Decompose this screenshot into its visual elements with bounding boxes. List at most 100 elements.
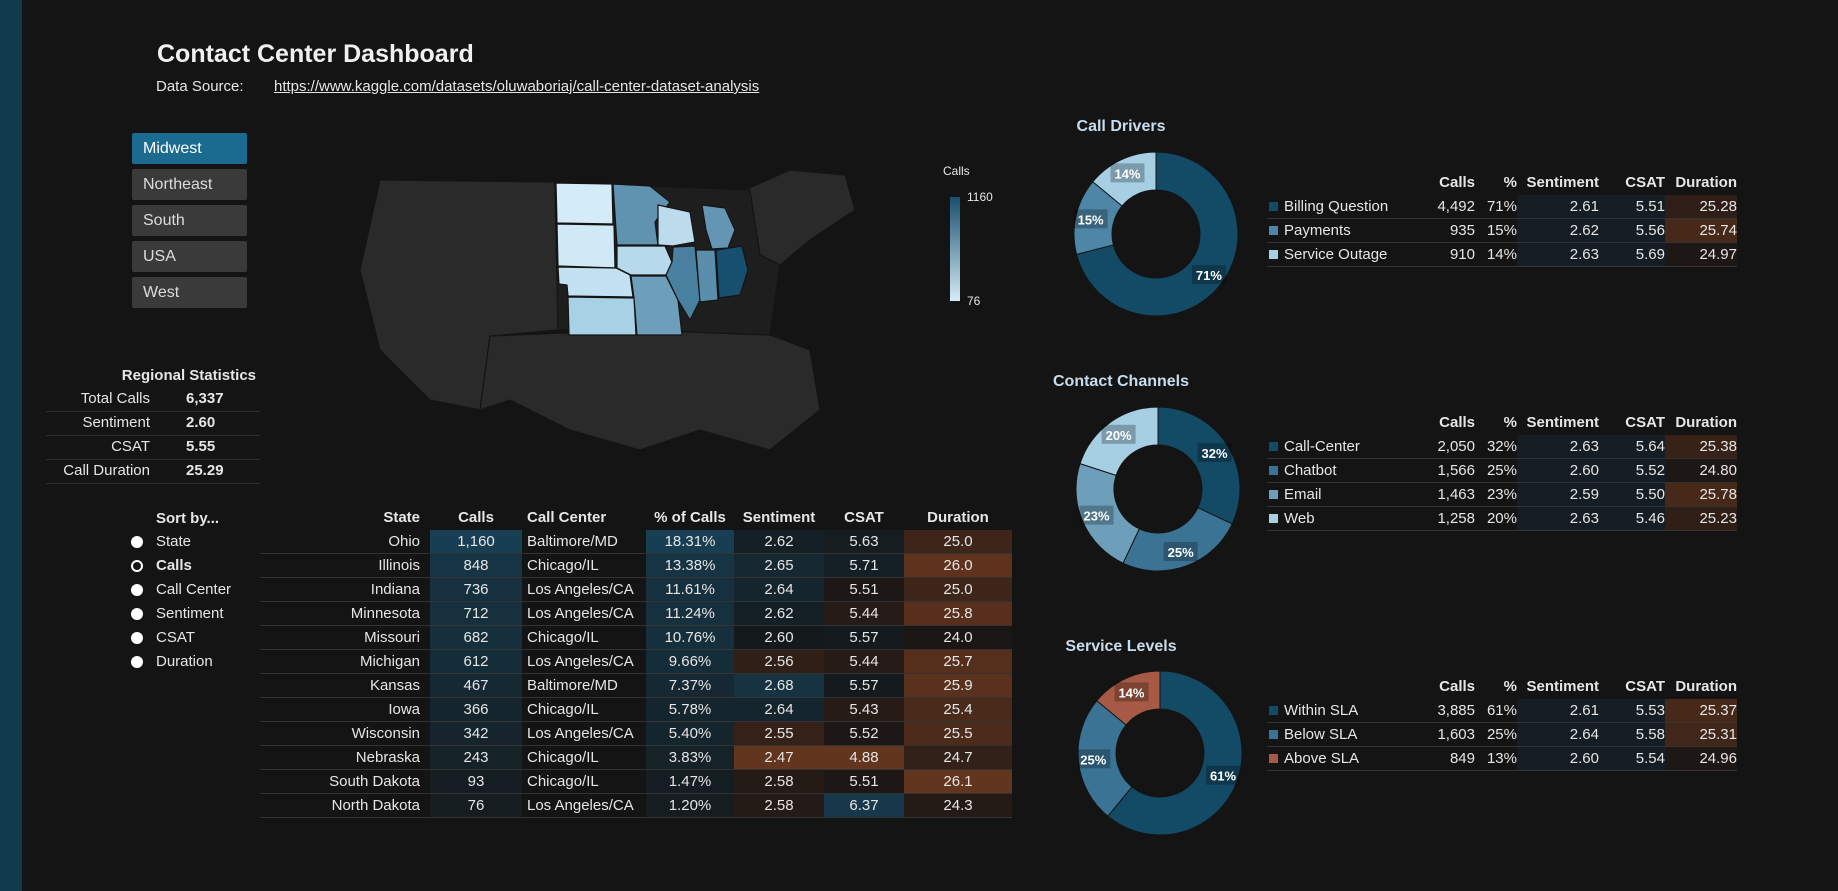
duration-cell: 25.38 [1665, 435, 1737, 459]
state-cell: Minnesota [260, 601, 430, 626]
col-header: CSAT [1625, 414, 1665, 431]
calls-cell: 4,492 [1417, 195, 1475, 219]
category-cell: Web [1267, 506, 1417, 531]
radio-label: Call Center [156, 581, 232, 598]
csat-cell: 5.56 [1599, 218, 1665, 243]
duration-cell: 26.1 [904, 769, 1012, 794]
col-header[interactable]: CSAT [844, 509, 884, 526]
pct-calls-cell: 11.24% [646, 601, 734, 626]
duration-cell: 25.8 [904, 601, 1012, 626]
radio-circle-icon[interactable] [131, 608, 143, 620]
contact-channels-donut: 32% 25% 23% 20% [1075, 406, 1241, 572]
radio-circle-icon[interactable] [131, 584, 143, 596]
duration-cell: 25.28 [1665, 195, 1737, 219]
map-region-northeast [744, 169, 856, 266]
legend-swatch-icon [1269, 202, 1278, 211]
slicer-item-northeast[interactable]: Northeast [132, 169, 247, 200]
table-row: Service Outage 910 14% 2.63 5.69 24.97 [1267, 242, 1737, 267]
csat-cell: 5.51 [1599, 195, 1665, 219]
call-drivers-table: Calls % Sentiment CSAT Duration Billing … [1267, 171, 1737, 267]
duration-cell: 25.37 [1665, 699, 1737, 723]
duration-cell: 25.5 [904, 721, 1012, 746]
duration-cell: 25.9 [904, 673, 1012, 698]
left-accent-bar [0, 0, 22, 891]
legend-swatch-icon [1269, 250, 1278, 259]
col-header[interactable]: Sentiment [742, 509, 816, 526]
state-cell: Missouri [260, 625, 430, 650]
table-row: Within SLA 3,885 61% 2.61 5.53 25.37 [1267, 699, 1737, 723]
data-label: 25% [1168, 545, 1194, 560]
sentiment-cell: 2.60 [1517, 458, 1599, 483]
stat-call-duration: Call Duration 25.29 [46, 459, 260, 484]
slicer-item-midwest[interactable]: Midwest [132, 133, 247, 164]
call-drivers-header: Calls % Sentiment CSAT Duration [1267, 171, 1737, 195]
data-label-background [1077, 749, 1111, 769]
service-levels-donut: 61% 25% 14% [1077, 670, 1243, 836]
col-header[interactable]: Call Center [527, 509, 607, 526]
col-header[interactable]: % of Calls [654, 509, 726, 526]
data-label-background [1114, 682, 1149, 702]
table-row: Billing Question 4,492 71% 2.61 5.51 25.28 [1267, 195, 1737, 219]
sentiment-cell: 2.47 [734, 745, 824, 770]
calls-cell: 910 [1417, 242, 1475, 267]
col-header[interactable]: Duration [927, 509, 989, 526]
csat-cell: 5.58 [1599, 722, 1665, 747]
table-row: Missouri 682 Chicago/IL 10.76% 2.60 5.57 24.0 [260, 625, 1012, 650]
category-cell: Chatbot [1267, 458, 1417, 483]
sentiment-cell: 2.61 [1517, 195, 1599, 219]
duration-cell: 24.96 [1665, 746, 1737, 771]
radio-circle-icon[interactable] [131, 632, 143, 644]
stat-value: 2.60 [186, 414, 216, 431]
radio-circle-icon[interactable] [131, 536, 143, 548]
state-cell: Indiana [260, 577, 430, 602]
pct-calls-cell: 5.78% [646, 697, 734, 722]
csat-cell: 5.57 [824, 625, 904, 650]
col-header[interactable]: Calls [458, 509, 494, 526]
stat-value: 25.29 [186, 462, 224, 479]
sentiment-cell: 2.64 [734, 577, 824, 602]
donut-slice [1107, 670, 1243, 836]
sentiment-cell: 2.59 [1517, 482, 1599, 507]
legend-swatch-icon [1269, 706, 1278, 715]
data-label-background [1191, 265, 1226, 285]
calls-cell: 342 [430, 721, 522, 746]
category-cell: Payments [1267, 218, 1417, 243]
pct-calls-cell: 9.66% [646, 649, 734, 674]
state-cell: Michigan [260, 649, 430, 674]
radio-circle-icon[interactable] [131, 656, 143, 668]
pct-calls-cell: 5.40% [646, 721, 734, 746]
pct-calls-cell: 10.76% [646, 625, 734, 650]
map-state-north-dakota [555, 182, 614, 225]
legend-swatch-icon [1269, 730, 1278, 739]
sentiment-cell: 2.62 [734, 601, 824, 626]
csat-cell: 5.64 [1599, 435, 1665, 459]
radio-label: CSAT [156, 629, 195, 646]
slicer-item-west[interactable]: West [132, 277, 247, 308]
category-label: Billing Question [1284, 198, 1389, 215]
us-choropleth-map [359, 169, 856, 451]
sentiment-cell: 2.58 [734, 769, 824, 794]
slicer-item-south[interactable]: South [132, 205, 247, 236]
pct-cell: 14% [1475, 242, 1517, 267]
state-cell: Kansas [260, 673, 430, 698]
table-row: Minnesota 712 Los Angeles/CA 11.24% 2.62 5.44… [260, 601, 1012, 626]
map-state-iowa [616, 245, 673, 276]
pct-calls-cell: 7.37% [646, 673, 734, 698]
category-label: Email [1284, 486, 1322, 503]
duration-cell: 24.97 [1665, 242, 1737, 267]
pct-calls-cell: 11.61% [646, 577, 734, 602]
pct-cell: 13% [1475, 746, 1517, 771]
donut-slice [1157, 406, 1241, 525]
radio-circle-icon[interactable] [131, 560, 143, 572]
data-source-link[interactable]: https://www.kaggle.com/datasets/oluwabor… [274, 78, 760, 95]
contact-channels-header: Calls % Sentiment CSAT Duration [1267, 411, 1737, 435]
csat-cell: 5.51 [824, 577, 904, 602]
calls-cell: 1,566 [1417, 458, 1475, 483]
donut-slice [1077, 700, 1133, 817]
col-header[interactable]: State [383, 509, 420, 526]
data-label: 14% [1118, 685, 1144, 700]
pct-cell: 23% [1475, 482, 1517, 507]
calls-cell: 935 [1417, 218, 1475, 243]
pct-cell: 61% [1475, 699, 1517, 723]
slicer-item-usa[interactable]: USA [132, 241, 247, 272]
